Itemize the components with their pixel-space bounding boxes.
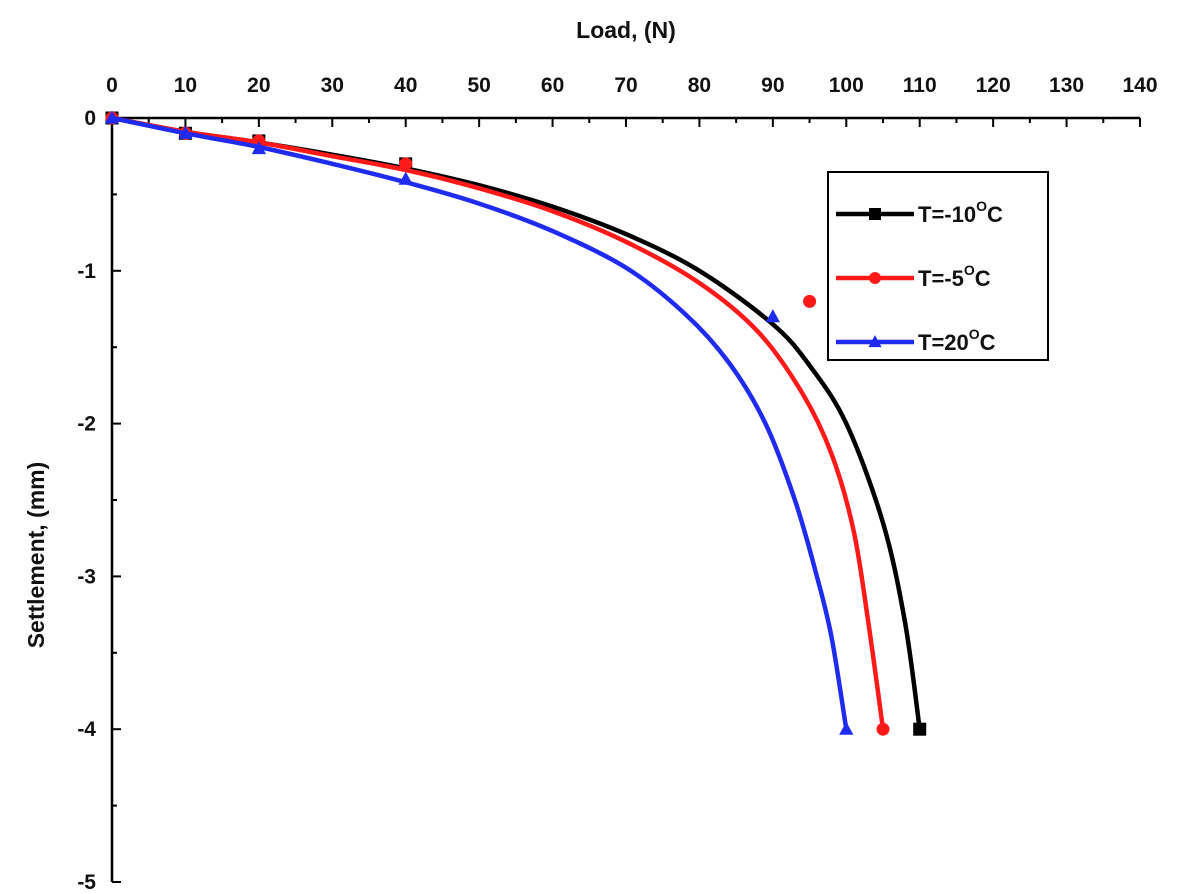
legend-item-1: T=-10OC	[836, 198, 1003, 227]
x-tick-label: 10	[174, 74, 197, 97]
y-axis-title: Settlement, (mm)	[23, 462, 49, 649]
data-point	[399, 157, 413, 171]
y-tick-label: 0	[84, 107, 96, 130]
series-line	[109, 115, 886, 732]
x-tick-label: 120	[976, 74, 1011, 97]
x-tick-label: 100	[829, 74, 864, 97]
legend-item-2: T=-5OC	[836, 262, 991, 291]
legend-label: T=-5OC	[918, 262, 991, 291]
data-point	[178, 125, 193, 139]
x-tick-label: 40	[394, 74, 417, 97]
data-point	[765, 309, 781, 323]
series-3	[104, 110, 854, 735]
legend: T=-10OC T=-5OC T=20OC	[827, 171, 1049, 361]
legend-item-3: T=20OC	[836, 326, 996, 355]
legend-box	[827, 171, 1049, 361]
x-axis-title: Load, (N)	[576, 17, 676, 43]
legend-marker	[869, 272, 881, 284]
x-tick-label: 140	[1122, 74, 1157, 97]
x-tick-label: 130	[1049, 74, 1084, 97]
legend-marker	[869, 208, 881, 220]
x-tick-label: 20	[247, 74, 270, 97]
x-tick-label: 70	[614, 74, 637, 97]
data-point	[104, 110, 120, 124]
x-tick-label: 30	[321, 74, 344, 97]
legend-label: T=20OC	[918, 326, 996, 355]
y-tick-label: -3	[77, 565, 96, 588]
y-tick-label: -1	[77, 260, 96, 283]
series-line	[109, 115, 849, 732]
data-point	[803, 294, 817, 308]
y-tick-label: -5	[77, 871, 96, 894]
series-layer	[104, 110, 927, 736]
x-tick-label: 50	[467, 74, 490, 97]
x-tick-label: 110	[903, 74, 937, 97]
y-tick-label: -4	[77, 718, 96, 741]
series-1	[105, 111, 927, 736]
x-tick-label: 80	[688, 74, 711, 97]
y-tick-label: -2	[77, 413, 96, 436]
legend-label: T=-10OC	[918, 198, 1003, 227]
x-tick-label: 60	[541, 74, 564, 97]
data-point	[839, 721, 854, 735]
x-tick-label: 0	[106, 74, 118, 97]
data-point	[251, 141, 267, 155]
legend-marker	[868, 335, 882, 348]
data-point	[398, 171, 413, 185]
x-tick-label: 90	[761, 74, 784, 97]
data-point	[913, 722, 927, 736]
axes-layer: 0 10 20 30 40 50 60 70 80 90 100 110 120 130 140 0 -1 -2 -…	[77, 74, 1157, 894]
series-2	[105, 111, 890, 736]
series-line	[109, 115, 922, 732]
data-point	[876, 722, 890, 736]
